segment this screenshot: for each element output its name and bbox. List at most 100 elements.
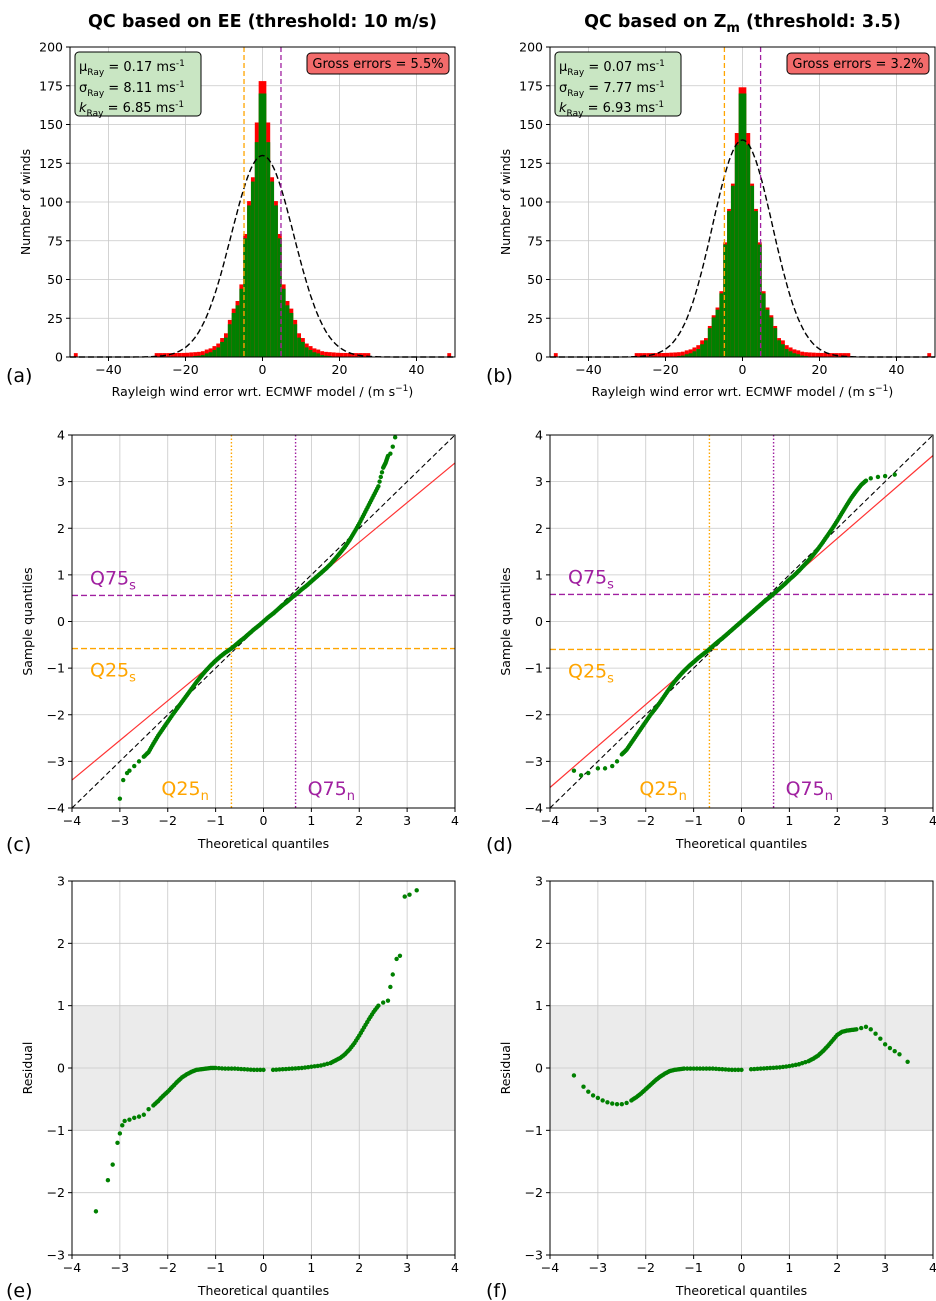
x-tick-label: 4 bbox=[929, 1260, 936, 1275]
accepted-bar bbox=[680, 355, 685, 357]
q25s-label-text: Q25 bbox=[90, 660, 129, 682]
x-axis-label: Theoretical quantiles bbox=[675, 836, 807, 851]
stats-value: = 8.11 ms bbox=[104, 81, 176, 96]
accepted-bar bbox=[730, 185, 735, 357]
residual-point bbox=[605, 1100, 610, 1105]
y-tick-label: 2 bbox=[57, 936, 65, 951]
accepted-bar bbox=[320, 355, 325, 357]
q75s-label-text: Q75 bbox=[90, 567, 129, 589]
residual-point bbox=[697, 1066, 703, 1071]
residual-point bbox=[296, 1066, 301, 1071]
qq-point bbox=[892, 472, 897, 477]
x-tick-label: 20 bbox=[812, 362, 828, 377]
y-tick-label: 3 bbox=[535, 874, 543, 889]
gross-error-bar bbox=[642, 353, 647, 357]
residual-point bbox=[748, 1067, 754, 1072]
residual-point bbox=[277, 1067, 282, 1072]
residual-point bbox=[302, 1065, 308, 1070]
y-tick-label: 200 bbox=[39, 40, 63, 55]
residual-point bbox=[213, 1065, 218, 1071]
stats-superscript: -1 bbox=[656, 59, 665, 69]
x-tick-label: 2 bbox=[833, 1260, 841, 1275]
x-tick-label: 2 bbox=[833, 813, 841, 828]
residual-point bbox=[305, 1064, 311, 1070]
accepted-bar bbox=[707, 328, 712, 357]
q25n-label-text: Q25 bbox=[639, 778, 678, 800]
accepted-bar bbox=[231, 312, 236, 357]
residual-point bbox=[248, 1067, 253, 1072]
y-tick-label: 75 bbox=[527, 233, 543, 248]
accepted-bar bbox=[800, 355, 805, 357]
q75s-label-text: Q75 bbox=[568, 566, 607, 588]
residual-point bbox=[280, 1067, 285, 1072]
y-tick-label: 1 bbox=[57, 567, 65, 582]
gross-error-bar bbox=[800, 351, 805, 357]
residual-point bbox=[590, 1093, 596, 1098]
x-tick-label: 20 bbox=[332, 362, 348, 377]
y-tick-label: −3 bbox=[525, 754, 543, 769]
stats-mu: μRay = 0.07 ms-1 bbox=[559, 59, 665, 78]
x-axis-label: Rayleigh wind error wrt. ECMWF model / (… bbox=[592, 384, 894, 399]
y-axis-label: Sample quantiles bbox=[498, 567, 513, 675]
residual-point bbox=[610, 1101, 615, 1106]
y-tick-label: 2 bbox=[57, 521, 65, 536]
gross-error-bar bbox=[823, 353, 828, 357]
x-tick-label: −4 bbox=[63, 813, 81, 828]
gross-error-bar bbox=[335, 352, 340, 357]
residual-point bbox=[681, 1066, 687, 1071]
accepted-bar bbox=[254, 142, 259, 357]
stats-subscript: Ray bbox=[87, 89, 105, 99]
qq-point bbox=[127, 768, 132, 773]
q25s-label: Q25s bbox=[90, 660, 136, 686]
qq-point bbox=[586, 770, 591, 776]
residual-point bbox=[235, 1066, 241, 1072]
qq-point bbox=[378, 474, 383, 480]
gross-error-bar bbox=[634, 353, 639, 357]
q75n-label-text: Q75 bbox=[308, 778, 347, 800]
residual-point bbox=[93, 1209, 99, 1214]
qq-point bbox=[595, 766, 601, 771]
x-axis-label-sup: −1 bbox=[395, 384, 408, 394]
accepted-bar bbox=[757, 244, 762, 357]
residual-point bbox=[586, 1089, 591, 1094]
y-tick-label: 0 bbox=[535, 614, 543, 629]
q75n-label: Q75n bbox=[308, 778, 355, 804]
residual-point bbox=[887, 1045, 893, 1051]
residual-point bbox=[376, 1003, 381, 1008]
y-tick-label: 75 bbox=[47, 233, 63, 248]
residual-point bbox=[251, 1067, 257, 1073]
x-tick-label: −1 bbox=[684, 1260, 702, 1275]
gross-error-bar bbox=[815, 352, 820, 357]
gross-error-bar bbox=[673, 352, 678, 357]
panel-label: (d) bbox=[486, 834, 513, 856]
residual-point bbox=[878, 1036, 883, 1041]
title-subscript: m bbox=[726, 21, 740, 36]
y-tick-label: 100 bbox=[39, 195, 63, 210]
accepted-bar bbox=[227, 324, 232, 357]
q75n-label-subscript: n bbox=[347, 789, 355, 804]
residual-point bbox=[226, 1066, 231, 1071]
residual-point bbox=[858, 1025, 864, 1031]
x-tick-label: −4 bbox=[541, 1260, 559, 1275]
chart-title: QC based on Zm (threshold: 3.5) bbox=[584, 12, 901, 36]
stats-value: = 0.07 ms bbox=[584, 60, 656, 75]
qq-point bbox=[392, 435, 398, 440]
residual-point bbox=[732, 1067, 738, 1073]
accepted-bar bbox=[738, 93, 743, 357]
gross-error-bar bbox=[680, 351, 685, 357]
q75s-label: Q75s bbox=[568, 566, 614, 592]
accepted-bar bbox=[750, 185, 755, 357]
x-tick-label: −3 bbox=[589, 1260, 607, 1275]
qq-point bbox=[614, 759, 620, 764]
gross-error-bar bbox=[819, 352, 824, 357]
accepted-bar bbox=[308, 349, 313, 357]
residual-point bbox=[701, 1066, 706, 1071]
residual-point bbox=[882, 1042, 888, 1047]
residual-point bbox=[242, 1067, 247, 1072]
residual-point bbox=[397, 953, 403, 958]
gross-error-bar bbox=[684, 350, 689, 357]
stats-box bbox=[554, 51, 682, 117]
accepted-bar bbox=[312, 352, 317, 357]
gross-error-bar bbox=[324, 351, 328, 357]
